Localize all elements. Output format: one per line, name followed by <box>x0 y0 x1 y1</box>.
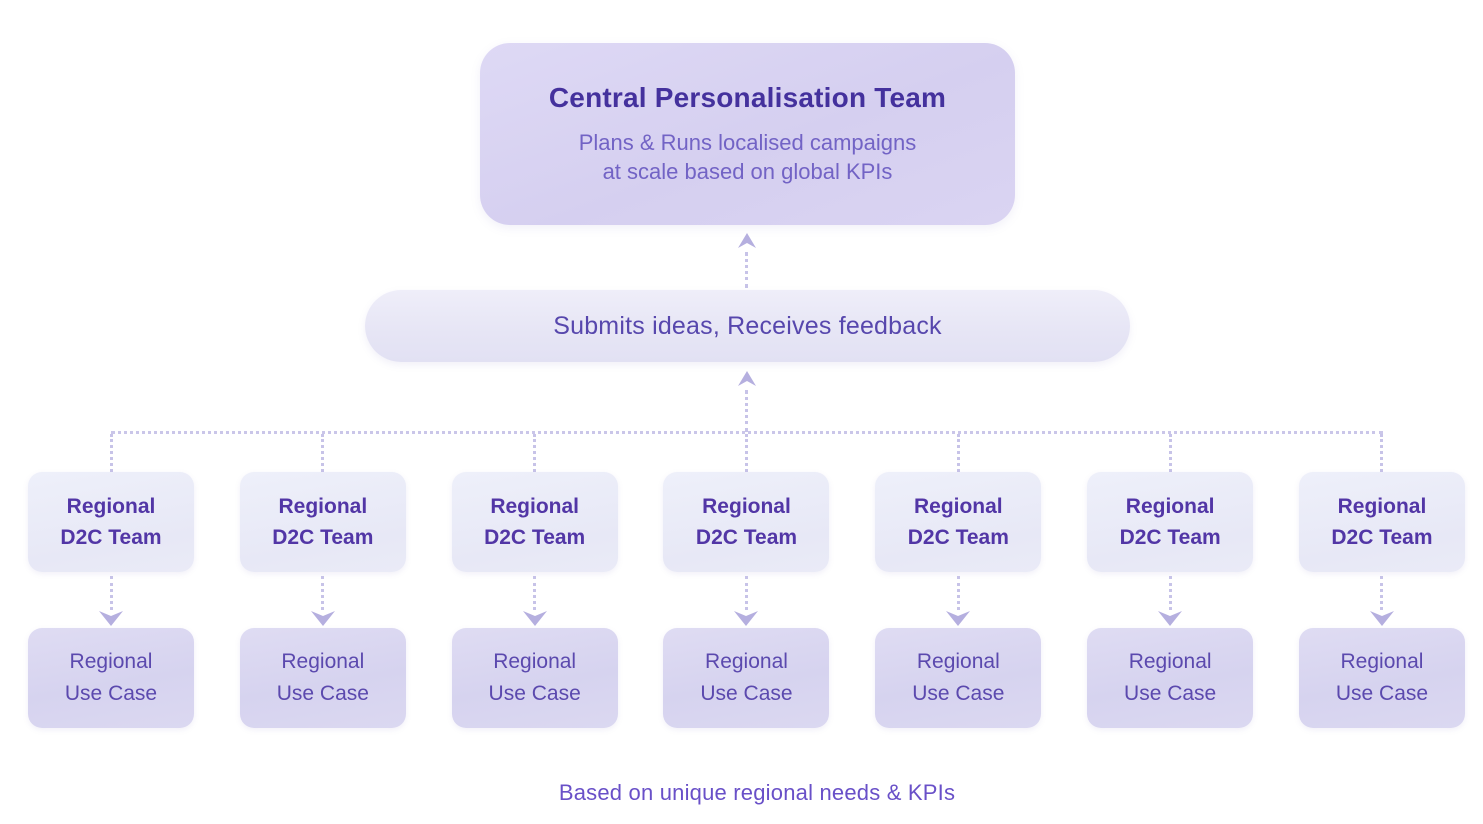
regional-use-case-label-line1: Regional <box>1340 650 1424 673</box>
region-column: Regional D2C Team Regional Use Case <box>1087 434 1254 728</box>
regional-d2c-team-label-line2: D2C Team <box>907 526 1009 549</box>
regional-use-case-box: Regional Use Case <box>875 628 1042 728</box>
regional-d2c-team-box: Regional D2C Team <box>875 472 1042 572</box>
connector-dotted-line <box>1380 576 1384 610</box>
regional-d2c-team-box: Regional D2C Team <box>28 472 194 572</box>
regional-d2c-team-label-line2: D2C Team <box>1331 526 1433 549</box>
regional-use-case-label-line2: Use Case <box>1335 682 1429 705</box>
regional-d2c-team-label-line1: Regional <box>66 495 156 518</box>
connector-team-to-usecase <box>310 572 335 628</box>
connector-pill-to-central <box>745 252 748 288</box>
arrow-down-icon <box>99 611 123 626</box>
connector-branch-stub <box>1380 434 1384 472</box>
arrow-down-icon <box>1158 611 1183 626</box>
region-column: Regional D2C Team Regional Use Case <box>451 434 618 728</box>
regional-use-case-box: Regional Use Case <box>1298 628 1465 728</box>
regional-d2c-team-label-line2: D2C Team <box>60 526 162 549</box>
regional-d2c-team-label-line2: D2C Team <box>272 526 374 549</box>
regional-use-case-label-line2: Use Case <box>488 682 581 705</box>
regional-d2c-team-label-line2: D2C Team <box>1119 526 1221 549</box>
regional-use-case-label-line2: Use Case <box>64 682 158 705</box>
regional-use-case-label-line2: Use Case <box>700 682 793 705</box>
region-column: Regional D2C Team Regional Use Case <box>1298 434 1465 728</box>
region-column: Regional D2C Team Regional Use Case <box>663 434 830 728</box>
regional-d2c-team-box: Regional D2C Team <box>239 472 406 572</box>
connector-branch-stub <box>744 434 748 472</box>
regions-row: Regional D2C Team Regional Use Case Regi… <box>28 434 1465 728</box>
connector-dotted-line <box>956 576 960 610</box>
connector-team-to-usecase <box>99 572 123 628</box>
feedback-pill-label: Submits ideas, Receives feedback <box>553 311 942 340</box>
regional-d2c-team-box: Regional D2C Team <box>1298 472 1465 572</box>
regional-use-case-label-line2: Use Case <box>276 682 369 705</box>
region-column: Regional D2C Team Regional Use Case <box>28 434 194 728</box>
connector-branch-stub <box>321 434 325 472</box>
regional-use-case-box: Regional Use Case <box>451 628 618 728</box>
connector-team-to-usecase <box>1369 572 1394 628</box>
arrow-down-icon <box>946 611 971 626</box>
regional-use-case-box: Regional Use Case <box>28 628 194 728</box>
regional-d2c-team-label-line2: D2C Team <box>484 526 586 549</box>
connector-team-to-usecase <box>946 572 971 628</box>
central-team-title: Central Personalisation Team <box>548 81 947 113</box>
central-team-box: Central Personalisation Team Plans & Run… <box>480 43 1015 225</box>
regional-use-case-box: Regional Use Case <box>1087 628 1254 728</box>
arrow-up-icon <box>738 233 756 248</box>
connector-team-to-usecase <box>1158 572 1183 628</box>
region-column: Regional D2C Team Regional Use Case <box>875 434 1042 728</box>
regional-use-case-label-line1: Regional <box>493 650 577 673</box>
regional-d2c-team-box: Regional D2C Team <box>663 472 830 572</box>
regional-use-case-label-line2: Use Case <box>912 682 1005 705</box>
regional-use-case-label-line1: Regional <box>69 650 153 673</box>
central-team-subtitle: Plans & Runs localised campaigns at scal… <box>579 128 917 187</box>
caption: Based on unique regional needs & KPIs <box>558 780 956 805</box>
regional-d2c-team-box: Regional D2C Team <box>1087 472 1254 572</box>
connector-dotted-line <box>321 576 325 610</box>
connector-dotted-line <box>744 576 748 610</box>
regional-d2c-team-label-line1: Regional <box>913 495 1003 518</box>
regional-use-case-label-line1: Regional <box>916 650 1000 673</box>
connector-team-to-usecase <box>734 572 759 628</box>
connector-branch-line <box>111 431 1383 434</box>
regional-d2c-team-label-line1: Regional <box>702 495 791 518</box>
regional-use-case-label-line1: Regional <box>1128 650 1212 673</box>
regional-use-case-box: Regional Use Case <box>663 628 830 728</box>
regional-d2c-team-label-line1: Regional <box>490 495 579 518</box>
regional-use-case-box: Regional Use Case <box>239 628 406 728</box>
regional-use-case-label-line1: Regional <box>705 650 788 673</box>
regional-use-case-label-line2: Use Case <box>1124 682 1217 705</box>
regional-d2c-team-label-line1: Regional <box>278 495 368 518</box>
regional-d2c-team-label-line1: Regional <box>1337 495 1427 518</box>
connector-dotted-line <box>533 576 537 610</box>
arrow-down-icon <box>522 611 547 626</box>
connector-branch-stub <box>1168 434 1172 472</box>
central-team-subtitle-line2: at scale based on global KPIs <box>602 159 893 184</box>
connector-branch-stub <box>533 434 537 472</box>
connector-branch-stub <box>109 434 113 472</box>
regional-d2c-team-box: Regional D2C Team <box>451 472 618 572</box>
arrow-down-icon <box>734 611 759 626</box>
connector-branch-to-pill <box>745 390 748 432</box>
regional-d2c-team-label-line2: D2C Team <box>695 526 798 549</box>
central-team-subtitle-line1: Plans & Runs localised campaigns <box>578 129 917 155</box>
feedback-pill: Submits ideas, Receives feedback <box>365 290 1130 362</box>
regional-use-case-label-line1: Regional <box>281 650 365 673</box>
connector-dotted-line <box>1168 576 1172 610</box>
connector-branch-stub <box>956 434 960 472</box>
arrow-up-icon <box>738 371 756 386</box>
arrow-down-icon <box>310 611 335 626</box>
connector-dotted-line <box>109 576 113 610</box>
regional-d2c-team-label-line1: Regional <box>1125 495 1215 518</box>
connector-team-to-usecase <box>522 572 547 628</box>
region-column: Regional D2C Team Regional Use Case <box>239 434 406 728</box>
arrow-down-icon <box>1369 611 1394 626</box>
